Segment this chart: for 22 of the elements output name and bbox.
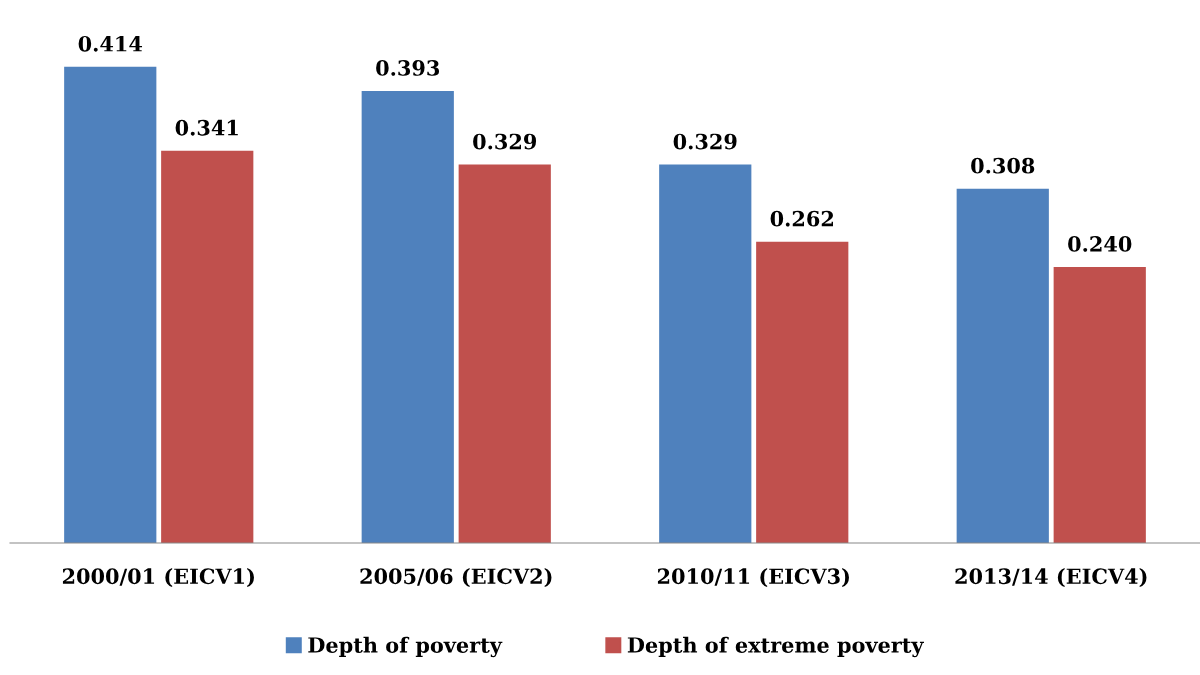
data-label: 0.341 xyxy=(175,119,238,136)
x-tick-label: 2000/01 (EICV1) xyxy=(62,568,254,588)
data-label: 0.308 xyxy=(971,157,1035,174)
bar xyxy=(458,164,551,543)
data-label: 0.414 xyxy=(78,35,143,52)
x-tick-label: 2005/06 (EICV2) xyxy=(360,568,552,588)
bar xyxy=(956,188,1049,543)
bar xyxy=(756,241,849,543)
bar xyxy=(361,90,454,543)
bar xyxy=(161,150,254,543)
x-tick-label: 2013/14 (EICV4) xyxy=(955,568,1147,588)
legend-label: Depth of poverty xyxy=(308,636,503,658)
x-tick-label: 2010/11 (EICV3) xyxy=(657,568,849,588)
bar xyxy=(1053,266,1146,543)
legend-label: Depth of extreme poverty xyxy=(627,636,924,658)
bar xyxy=(659,164,752,543)
data-label: 0.393 xyxy=(376,60,440,76)
data-label: 0.329 xyxy=(473,133,537,150)
data-label: 0.262 xyxy=(770,210,833,227)
bar xyxy=(64,66,157,543)
data-label: 0.329 xyxy=(673,133,737,150)
data-label: 0.240 xyxy=(1068,236,1132,252)
